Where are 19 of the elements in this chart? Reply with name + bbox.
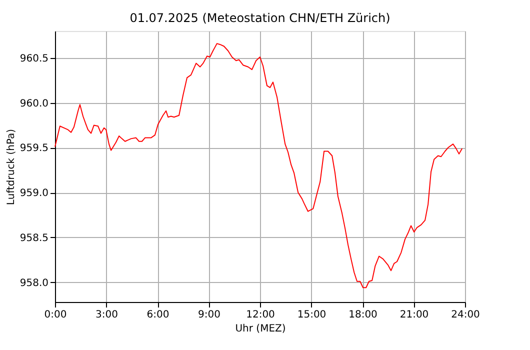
x-tick-label: 24:00	[451, 310, 480, 320]
x-tick-label: 6:00	[146, 310, 170, 320]
y-tick-label: 959.5	[20, 143, 48, 154]
x-tick-label: 15:00	[297, 310, 326, 320]
line-series	[54, 43, 463, 288]
x-tick-label: 18:00	[348, 310, 378, 320]
x-tick-label: 9:00	[198, 310, 220, 320]
y-tick-label: 960.5	[20, 53, 48, 64]
x-axis-title: Uhr (MEZ)	[235, 324, 286, 334]
y-tick-label: 959.0	[20, 188, 48, 200]
x-tick-label: 3:00	[96, 310, 118, 320]
x-tick-label: 12:00	[246, 310, 275, 320]
y-axis-title: Luftdruck (hPa)	[6, 128, 17, 206]
y-tick-label: 958.5	[20, 232, 48, 244]
chart-title: 01.07.2025 (Meteostation CHN/ETH Zürich)	[130, 11, 390, 25]
x-tick-label: 0:00	[44, 310, 67, 320]
x-tick-label: 21:00	[400, 310, 429, 320]
y-tick-label: 960.0	[20, 98, 48, 110]
y-tick-label: 958.0	[20, 278, 48, 289]
